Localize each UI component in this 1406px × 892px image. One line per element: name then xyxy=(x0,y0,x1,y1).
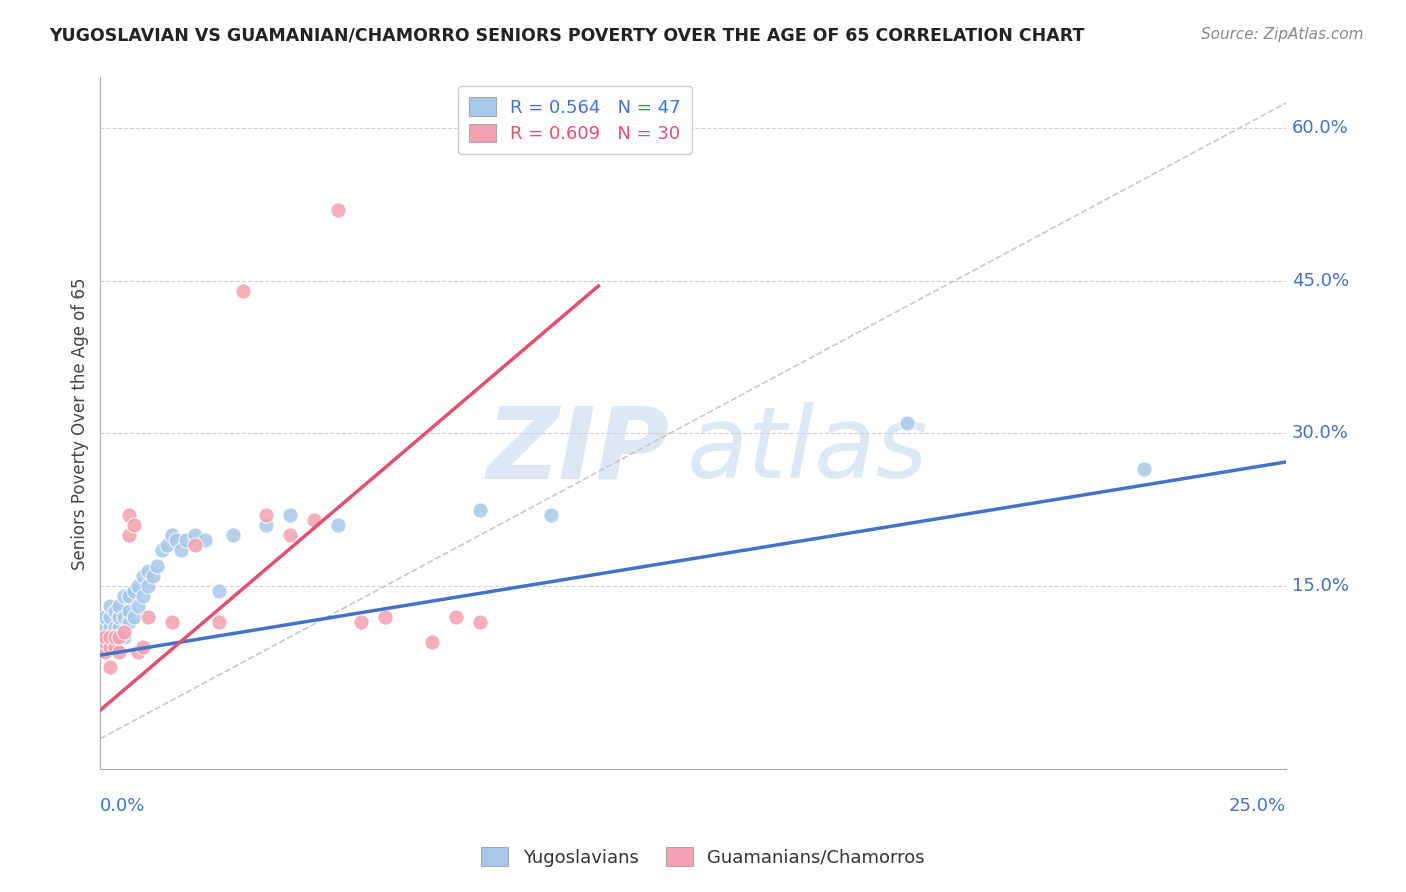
Point xyxy=(127,579,149,593)
Text: 15.0%: 15.0% xyxy=(1292,577,1350,595)
Point xyxy=(108,599,131,614)
Point xyxy=(98,609,121,624)
Point xyxy=(174,533,197,548)
Point xyxy=(326,202,349,217)
Point xyxy=(103,630,125,644)
Point xyxy=(112,630,135,644)
Point xyxy=(103,620,125,634)
Point xyxy=(896,417,918,431)
Point xyxy=(94,635,117,649)
Point xyxy=(127,645,149,659)
Point xyxy=(127,599,149,614)
Point xyxy=(94,630,117,644)
Point xyxy=(122,609,145,624)
Point xyxy=(118,615,141,629)
Point xyxy=(122,518,145,533)
Point xyxy=(98,620,121,634)
Point xyxy=(94,620,117,634)
Point xyxy=(165,533,187,548)
Point xyxy=(118,528,141,542)
Point xyxy=(208,584,231,599)
Point xyxy=(184,528,207,542)
Point xyxy=(194,533,217,548)
Point xyxy=(98,630,121,644)
Text: ZIP: ZIP xyxy=(486,402,669,500)
Point xyxy=(156,538,179,552)
Point xyxy=(468,615,491,629)
Point xyxy=(146,558,169,573)
Point xyxy=(350,615,373,629)
Text: 30.0%: 30.0% xyxy=(1292,425,1348,442)
Point xyxy=(132,589,155,603)
Point xyxy=(170,543,193,558)
Point xyxy=(98,599,121,614)
Point xyxy=(302,513,325,527)
Legend: Yugoslavians, Guamanians/Chamorros: Yugoslavians, Guamanians/Chamorros xyxy=(474,840,932,874)
Point xyxy=(160,528,183,542)
Point xyxy=(254,508,277,522)
Point xyxy=(98,630,121,644)
Point xyxy=(184,538,207,552)
Point xyxy=(98,640,121,654)
Text: YUGOSLAVIAN VS GUAMANIAN/CHAMORRO SENIORS POVERTY OVER THE AGE OF 65 CORRELATION: YUGOSLAVIAN VS GUAMANIAN/CHAMORRO SENIOR… xyxy=(49,27,1084,45)
Point xyxy=(540,508,562,522)
Point xyxy=(136,564,159,578)
Point xyxy=(94,609,117,624)
Point xyxy=(112,589,135,603)
Point xyxy=(208,615,231,629)
Point xyxy=(132,569,155,583)
Point xyxy=(232,284,254,298)
Point xyxy=(118,508,141,522)
Point xyxy=(278,508,301,522)
Point xyxy=(94,630,117,644)
Point xyxy=(222,528,245,542)
Text: 25.0%: 25.0% xyxy=(1229,797,1286,814)
Point xyxy=(468,502,491,516)
Point xyxy=(98,660,121,674)
Point xyxy=(94,645,117,659)
Point xyxy=(108,609,131,624)
Text: 0.0%: 0.0% xyxy=(100,797,146,814)
Point xyxy=(1133,462,1156,476)
Y-axis label: Seniors Poverty Over the Age of 65: Seniors Poverty Over the Age of 65 xyxy=(72,277,89,569)
Point xyxy=(141,569,163,583)
Point xyxy=(150,543,173,558)
Point xyxy=(136,579,159,593)
Point xyxy=(122,584,145,599)
Point xyxy=(136,609,159,624)
Point xyxy=(108,645,131,659)
Point xyxy=(103,630,125,644)
Point xyxy=(108,630,131,644)
Point xyxy=(118,589,141,603)
Point xyxy=(254,518,277,533)
Point xyxy=(112,609,135,624)
Legend: R = 0.564   N = 47, R = 0.609   N = 30: R = 0.564 N = 47, R = 0.609 N = 30 xyxy=(458,87,692,154)
Point xyxy=(118,604,141,618)
Point xyxy=(160,615,183,629)
Text: atlas: atlas xyxy=(688,402,929,500)
Text: 60.0%: 60.0% xyxy=(1292,120,1348,137)
Point xyxy=(444,609,467,624)
Point xyxy=(108,620,131,634)
Point xyxy=(374,609,396,624)
Point xyxy=(422,635,444,649)
Point xyxy=(103,604,125,618)
Text: 45.0%: 45.0% xyxy=(1292,272,1350,290)
Point xyxy=(112,624,135,639)
Point xyxy=(278,528,301,542)
Point xyxy=(326,518,349,533)
Point xyxy=(94,635,117,649)
Point xyxy=(103,640,125,654)
Point xyxy=(132,640,155,654)
Text: Source: ZipAtlas.com: Source: ZipAtlas.com xyxy=(1201,27,1364,42)
